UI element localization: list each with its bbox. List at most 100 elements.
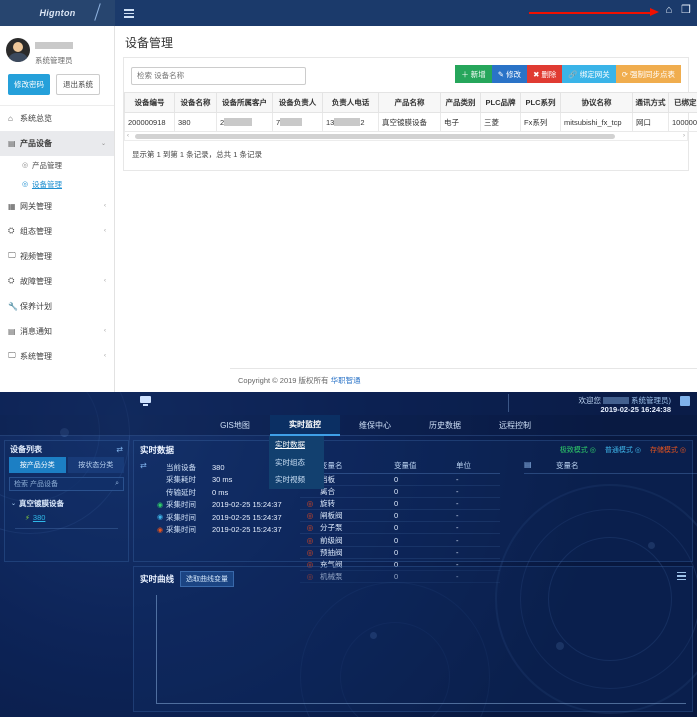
tab-by-product[interactable]: 按产品分类 (9, 457, 66, 473)
column-header[interactable]: 通讯方式 (632, 92, 669, 113)
table-row[interactable]: ◎ 分子泵 0- (300, 521, 500, 535)
decoration-circle (340, 622, 450, 717)
table-row[interactable]: ◎ 前级阀 0- (300, 533, 500, 547)
column-header[interactable]: 负责人电话 (322, 92, 379, 113)
search-input[interactable] (131, 66, 306, 85)
variable-table-secondary: 变量名 变量值 (524, 459, 697, 474)
admin-footer: Copyright © 2019 版权所有 华职智通 V1.4.0 (230, 368, 697, 392)
bind-gateway-button[interactable]: 🔗 绑定网关 (562, 65, 616, 83)
sidebar-item-device-management[interactable]: ◎ 设备管理 (0, 175, 114, 194)
cell-var-unit: - (452, 533, 500, 547)
home-icon[interactable]: ⌂ (665, 4, 673, 16)
decoration-circle (495, 484, 697, 714)
sidebar-item-system[interactable]: 🖵 系统管理 ‹ (0, 344, 114, 369)
dropdown-item-realtime-data[interactable]: 实时数据 (275, 440, 305, 450)
pick-curve-variable-button[interactable]: 选取曲线变量 (180, 571, 235, 587)
search-icon[interactable]: ⌕ (115, 480, 119, 487)
cell-var-name: 充气阀 (316, 558, 390, 572)
column-header[interactable]: 协议名称 (560, 92, 633, 113)
tab-gis-map[interactable]: GIS地图 (220, 421, 250, 430)
table-row[interactable]: 挡板 0- (300, 473, 500, 486)
column-header[interactable]: 变量值 (390, 459, 452, 474)
scrollbar-thumb[interactable] (135, 134, 615, 139)
mode-storage[interactable]: 存储模式 ◎ (649, 447, 686, 454)
dropdown-item-realtime-video[interactable]: 实时视频 (275, 475, 305, 485)
horizontal-scrollbar[interactable]: ‹ › (124, 132, 688, 141)
scada-application: 欢迎您 系统管理员) 2019-02-25 16:24:38 GIS地图 实时监控… (0, 392, 697, 717)
bolt-icon: ⚡ (25, 514, 30, 522)
tab-history-data[interactable]: 历史数据 (429, 421, 461, 430)
stat-row: ◉ 采集时间 2019-02-25 15:24:37 (154, 524, 304, 537)
hamburger-icon[interactable] (124, 9, 134, 18)
link-icon: 🔗 (568, 69, 578, 79)
table-header-row: 设备编号 设备名称 设备所属客户 设备负责人 负责人电话 产品名称 产品类别 P… (124, 92, 697, 113)
tree-group-node[interactable]: ⌄ 真空镀膜设备 (11, 498, 122, 509)
table-row[interactable]: ◎ 闸板阀 0- (300, 509, 500, 523)
delete-button[interactable]: ✖ 删除 (527, 65, 563, 83)
logout-button[interactable]: 退出系统 (56, 73, 100, 95)
company-link[interactable]: 华职智通 (330, 376, 361, 385)
scroll-left-icon[interactable]: ‹ (127, 133, 129, 139)
column-header[interactable]: 单位 (452, 459, 500, 474)
column-header[interactable]: PLC系列 (520, 92, 561, 113)
status-icon: ◎ (300, 497, 316, 511)
table-row[interactable]: ◎ 预抽阀 0- (300, 546, 500, 559)
sidebar-item-fault[interactable]: ⛭ 故障管理 ‹ (0, 269, 114, 294)
force-sync-button[interactable]: ⟳ 强制同步点表 (615, 65, 681, 83)
column-header[interactable]: 设备所属客户 (216, 92, 273, 113)
edit-button[interactable]: ✎ 修改 (491, 65, 528, 83)
column-header[interactable]: 设备负责人 (272, 92, 323, 113)
sidebar-item-maintenance-plan[interactable]: 🔧 保养计划 (0, 294, 114, 319)
column-header[interactable]: 变量名 (552, 459, 697, 474)
column-header[interactable]: 设备名称 (174, 92, 217, 113)
sidebar-item-notification[interactable]: ▤ 消息通知 ‹ (0, 319, 114, 344)
brand-logo[interactable]: Hignton (0, 0, 115, 26)
column-header[interactable]: 设备编号 (124, 92, 175, 113)
sidebar-item-hmi[interactable]: ⛭ 组态管理 ‹ (0, 219, 114, 244)
force-sync-button-label: 强制同步点表 (630, 69, 675, 79)
column-header[interactable]: PLC品牌 (480, 92, 521, 113)
gear-icon: ⛭ (8, 276, 15, 286)
list-icon[interactable]: ⇄ (140, 461, 147, 470)
column-header-spacer (524, 459, 552, 474)
column-header[interactable]: 已绑定网关ID (668, 92, 697, 113)
mode-normal[interactable]: 普通模式 ◎ (604, 447, 641, 454)
chart-y-axis (156, 595, 157, 703)
grid-icon[interactable] (680, 396, 690, 406)
tab-realtime-monitor[interactable]: 实时监控 (270, 415, 340, 436)
add-button[interactable]: ＋ 新增 (455, 65, 492, 83)
stat-label: 当前设备 (166, 462, 196, 472)
table-row[interactable]: ◎ 充气阀 0- (300, 558, 500, 572)
tab-by-status[interactable]: 按状态分类 (67, 457, 124, 473)
table-row[interactable]: ◎ 旋转 0- (300, 497, 500, 511)
add-button-label: 新增 (470, 69, 486, 79)
table-row[interactable]: 200000918 380 2 7 13 2 真空镀膜设备 电子 三菱 Fx系列 … (124, 112, 697, 132)
column-header[interactable]: 产品类别 (440, 92, 481, 113)
pencil-icon: ✎ (497, 69, 505, 79)
mode-extreme[interactable]: 极致模式 ◎ (559, 447, 596, 454)
device-search-input[interactable]: 检索 产品设备 ⌕ (9, 477, 124, 491)
tab-maintenance-center[interactable]: 维保中心 (359, 421, 391, 430)
sidebar-item-video[interactable]: 🖵 视频管理 (0, 244, 114, 269)
sidebar-item-product-device[interactable]: ▤ 产品设备 ⌄ (0, 130, 114, 156)
sidebar-item-label: 保养计划 (20, 301, 52, 311)
menu-icon[interactable] (677, 572, 686, 582)
device-list-title: 设备列表 (10, 445, 42, 454)
doc-icon[interactable]: ❒ (681, 4, 691, 16)
table-row[interactable]: ◎ 机械泵 0- (300, 570, 500, 584)
sidebar-item-product-management[interactable]: ◎ 产品管理 (0, 156, 114, 175)
tab-remote-control[interactable]: 远程控制 (499, 421, 531, 430)
scroll-right-icon[interactable]: › (683, 133, 685, 139)
tree-device-item[interactable]: ⚡ 380 (25, 513, 122, 522)
sidebar-item-overview[interactable]: ⌂ 系统总览 (0, 106, 114, 131)
sidebar-item-gateway[interactable]: ▦ 网关管理 ‹ (0, 194, 114, 219)
cell-plc-series: Fx系列 (520, 112, 561, 132)
table-row[interactable]: 离合 0- (300, 485, 500, 498)
datetime-display: 2019-02-25 16:24:38 (600, 405, 671, 414)
change-password-button[interactable]: 修改密码 (8, 73, 50, 95)
dropdown-item-realtime-hmi[interactable]: 实时组态 (275, 457, 305, 467)
admin-sidebar: 系统管理员 修改密码 退出系统 ⌂ 系统总览 ▤ 产品设备 ⌄ ◎ 产品管理 (0, 26, 115, 392)
column-header[interactable]: 变量名 (316, 459, 390, 474)
column-header[interactable]: 产品名称 (378, 92, 441, 113)
swap-icon[interactable]: ⇄ (116, 445, 123, 454)
